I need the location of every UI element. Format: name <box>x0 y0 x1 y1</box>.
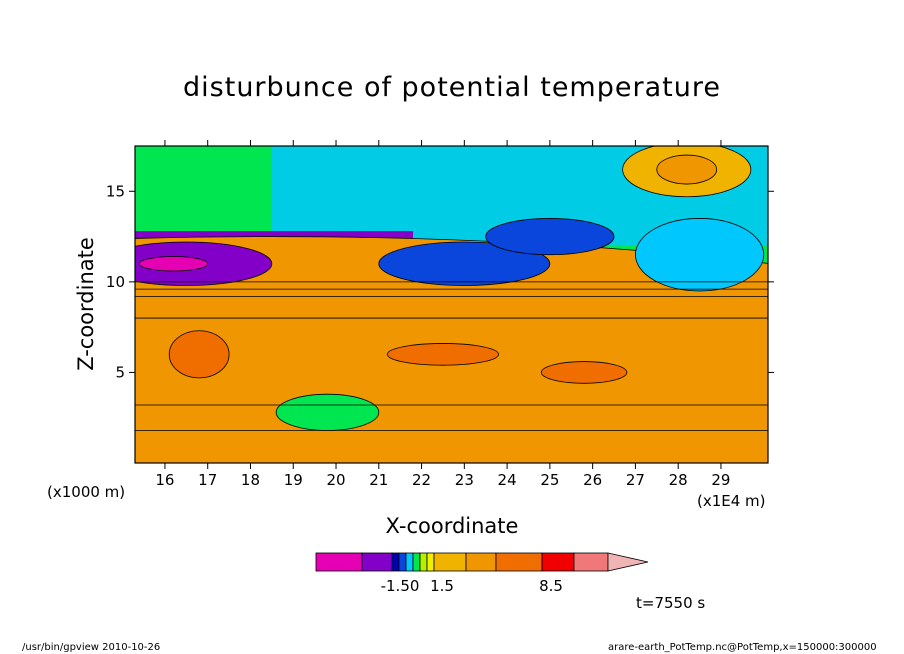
footer-source: arare-earth_PotTemp.nc@PotTemp,x=150000:… <box>608 642 877 653</box>
colorbar-label: -1.50 <box>381 577 420 595</box>
colorbar-segment <box>541 552 575 572</box>
plot-frame <box>134 145 769 464</box>
colorbar-label: 1.5 <box>430 577 454 595</box>
x-tick-label: 27 <box>626 471 645 489</box>
y-tick-label: 10 <box>106 273 125 291</box>
x-tick-label: 19 <box>284 471 303 489</box>
x-tick-label: 26 <box>583 471 602 489</box>
contour-region <box>378 241 551 286</box>
colorbar-label: 8.5 <box>539 577 563 595</box>
colorbar-segment <box>405 552 414 572</box>
y-tick-label: 5 <box>115 363 125 381</box>
x-tick-label: 28 <box>669 471 688 489</box>
x-tick-label: 24 <box>498 471 517 489</box>
contour-region <box>168 330 230 379</box>
colorbar-segment <box>465 552 497 572</box>
colorbar-segment <box>419 552 428 572</box>
colorbar-segment <box>361 552 393 572</box>
plot-area <box>135 146 768 463</box>
contour-region <box>138 256 209 272</box>
x-axis-label: X-coordinate <box>385 514 519 538</box>
contour-region <box>635 218 765 292</box>
y-axis-unit: (x1000 m) <box>47 483 126 501</box>
x-tick-label: 20 <box>326 471 345 489</box>
colorbar-segment <box>412 552 421 572</box>
x-tick-label: 23 <box>455 471 474 489</box>
x-tick-label: 22 <box>412 471 431 489</box>
chart-title: disturbunce of potential temperature <box>183 72 721 103</box>
x-tick-label: 29 <box>711 471 730 489</box>
x-tick-label: 25 <box>540 471 559 489</box>
contour-region <box>386 343 499 366</box>
colorbar-segment <box>315 552 363 572</box>
x-tick-label: 16 <box>155 471 174 489</box>
x-tick-label: 18 <box>241 471 260 489</box>
colorbar-segment <box>398 552 407 572</box>
colorbar-segment <box>433 552 467 572</box>
colorbar-segment <box>426 552 435 572</box>
contour-region <box>656 154 718 185</box>
colorbar-arrow <box>607 552 649 572</box>
colorbar-segment <box>495 552 543 572</box>
colorbar-segment <box>573 552 609 572</box>
time-annotation: t=7550 s <box>636 594 706 612</box>
x-tick-label: 21 <box>369 471 388 489</box>
contour-region <box>485 218 615 256</box>
colorbar-segment <box>391 552 400 572</box>
x-tick-label: 17 <box>198 471 217 489</box>
y-tick-label: 15 <box>106 182 125 200</box>
contour-region <box>275 393 380 431</box>
footer-program: /usr/bin/gpview 2010-10-26 <box>22 642 161 653</box>
contour-region <box>540 361 628 384</box>
x-axis-unit: (x1E4 m) <box>697 492 766 510</box>
